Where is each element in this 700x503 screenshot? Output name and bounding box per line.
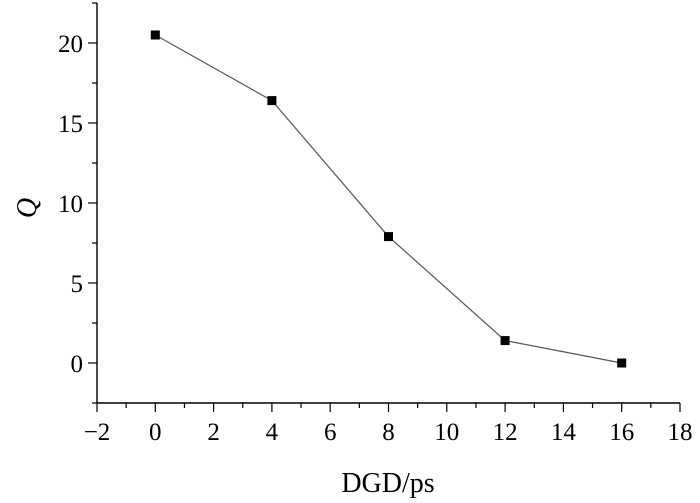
data-point-marker xyxy=(500,336,510,346)
y-tick-label: 15 xyxy=(58,111,83,138)
data-point-marker xyxy=(267,96,277,106)
y-tick-label: 20 xyxy=(58,31,83,58)
x-tick-label: 16 xyxy=(609,419,634,446)
x-tick-label: 0 xyxy=(149,419,162,446)
x-tick-label: 4 xyxy=(266,419,279,446)
data-point-marker xyxy=(617,358,627,368)
x-tick-label: 12 xyxy=(493,419,518,446)
x-tick-label: 18 xyxy=(668,419,693,446)
x-tick-label: −2 xyxy=(84,419,111,446)
x-tick-label: 6 xyxy=(324,419,337,446)
x-axis-title: DGD/ps xyxy=(341,468,434,499)
y-tick-label: 10 xyxy=(58,191,83,218)
x-tick-label: 14 xyxy=(551,419,577,446)
y-tick-label: 0 xyxy=(71,351,84,378)
series-line xyxy=(155,34,622,364)
x-tick-label: 2 xyxy=(207,419,220,446)
data-point-marker xyxy=(150,30,160,40)
y-tick-label: 5 xyxy=(71,271,84,298)
series-layer xyxy=(150,30,627,368)
x-tick-label: 8 xyxy=(382,419,395,446)
axes: −2 0 2 4 6 8 10 12 14 16 18 0 5 10 15 20 xyxy=(58,2,693,446)
data-point-marker xyxy=(384,232,393,242)
x-tick-label: 10 xyxy=(434,419,459,446)
y-axis-title: Q xyxy=(12,198,43,218)
